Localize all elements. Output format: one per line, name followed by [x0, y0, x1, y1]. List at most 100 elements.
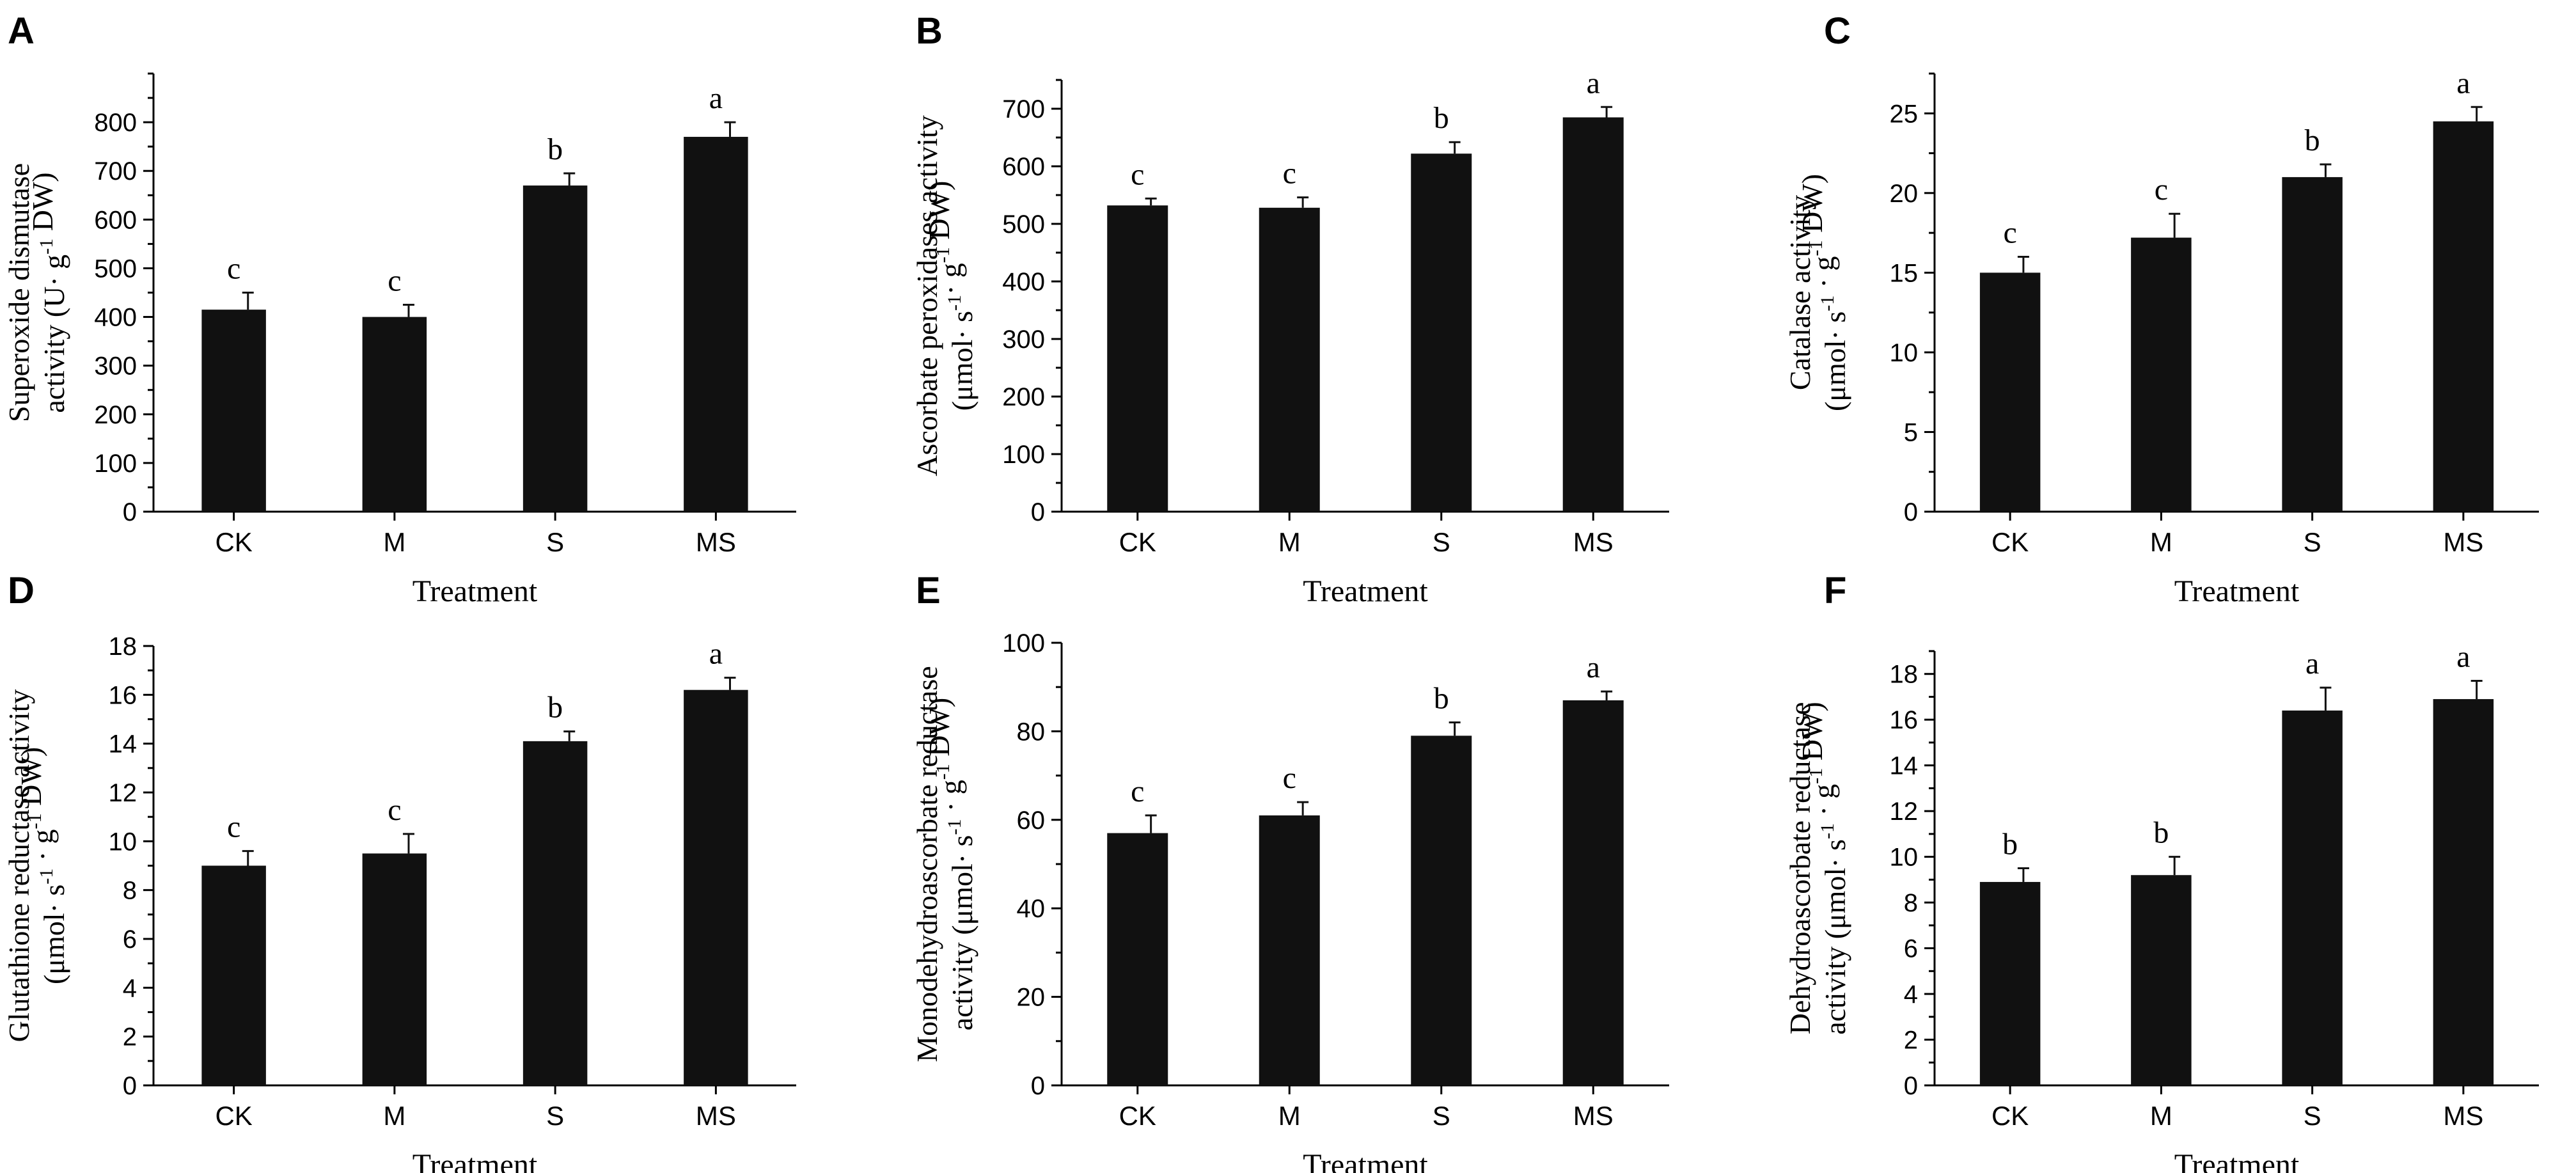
- bar-ms: [1562, 700, 1624, 1085]
- x-axis-title: Treatment: [412, 1148, 538, 1173]
- y-tick-label: 25: [1890, 100, 1919, 128]
- y-tick-label: 600: [94, 206, 137, 234]
- significance-label: c: [388, 264, 401, 298]
- x-tick-label: M: [2150, 527, 2172, 557]
- bar-ck: [1107, 833, 1168, 1085]
- y-tick-label: 300: [94, 352, 137, 381]
- panel-label: A: [8, 10, 35, 52]
- significance-label: a: [2456, 66, 2470, 100]
- significance-label: b: [547, 691, 563, 725]
- bar-m: [362, 317, 427, 512]
- superscript: -1: [1817, 295, 1838, 311]
- y-axis-title: activity (μmol· s-1 · g-1 DW): [923, 698, 978, 1031]
- bar-ms: [684, 136, 748, 512]
- panel-label: D: [8, 570, 35, 611]
- significance-label: a: [1587, 66, 1600, 100]
- y-tick-label: 400: [94, 304, 137, 332]
- y-tick-label: 700: [1002, 95, 1045, 123]
- significance-label: b: [1434, 101, 1449, 135]
- x-tick-label: MS: [1573, 1101, 1614, 1131]
- y-axis-title-segment: activity (μmol· s: [946, 835, 978, 1031]
- y-axis-title-segment: · g: [934, 780, 967, 819]
- significance-label: b: [2153, 816, 2169, 850]
- y-axis-title: Monodehydroascorbate reductase: [911, 666, 943, 1062]
- bar-m: [1259, 207, 1320, 512]
- y-tick-label: 800: [94, 109, 137, 137]
- x-tick-label: M: [383, 1101, 405, 1131]
- x-axis-title: Treatment: [412, 574, 538, 608]
- y-tick-label: 4: [1904, 980, 1918, 1009]
- x-tick-label: MS: [2443, 1101, 2483, 1131]
- y-tick-label: 20: [1890, 180, 1919, 208]
- y-tick-label: 100: [1002, 441, 1045, 469]
- y-axis-title-segment: · g: [26, 829, 59, 868]
- bar-ck: [201, 310, 266, 512]
- x-tick-label: S: [546, 527, 564, 557]
- significance-label: a: [709, 81, 723, 115]
- y-axis-title-segment: (μmol· s: [38, 885, 70, 984]
- y-tick-label: 80: [1017, 718, 1046, 746]
- x-tick-label: S: [1433, 1101, 1450, 1131]
- bar-ck: [1979, 272, 2041, 512]
- y-axis-title: activity (μmol· s-1 · g-1 DW): [1796, 702, 1851, 1035]
- significance-label: a: [2305, 647, 2319, 681]
- bar-s: [522, 741, 588, 1085]
- chart-panel-f: F 0 2 4 6 8 10 12 14 16 18 b CK b Ma Sa MS Treatment Dehyd…: [1784, 570, 2539, 1173]
- significance-label: c: [1131, 157, 1144, 191]
- bar-ck: [201, 865, 266, 1085]
- y-axis-title-segment: Ascorbate peroxidases activity: [911, 115, 943, 476]
- y-tick-label: 0: [1904, 498, 1918, 526]
- bar-s: [2282, 710, 2343, 1085]
- y-tick-label: 20: [1017, 984, 1046, 1012]
- y-axis-title: Catalase activity: [1784, 195, 1816, 390]
- y-tick-label: 500: [1002, 210, 1045, 239]
- y-tick-label: 12: [109, 779, 137, 807]
- chart-panel-b: B 0 100 200 300 400 500 600 700 c CK c Mb Sa MS Treatme…: [911, 10, 1669, 608]
- y-axis-title-segment: Superoxide dismutase: [3, 163, 35, 422]
- y-tick-label: 16: [109, 681, 137, 709]
- panel-label: B: [916, 10, 943, 52]
- superscript: -1: [932, 764, 954, 780]
- significance-label: b: [1434, 682, 1449, 716]
- y-axis-title: activity (U· g-1 DW): [26, 172, 70, 413]
- x-tick-label: S: [546, 1101, 564, 1131]
- y-tick-label: 16: [1890, 706, 1919, 734]
- y-axis-title-segment: · g: [1807, 256, 1840, 295]
- y-tick-label: 18: [1890, 661, 1919, 689]
- superscript: -1: [944, 819, 965, 835]
- bar-ck: [1979, 881, 2041, 1085]
- y-tick-label: 10: [1890, 844, 1919, 872]
- y-axis-title-segment: DW): [1796, 702, 1828, 768]
- significance-label: b: [547, 132, 563, 166]
- y-axis-title-segment: activity (μmol· s: [1819, 839, 1851, 1035]
- superscript: -1: [1805, 768, 1826, 784]
- x-tick-label: MS: [1573, 527, 1614, 557]
- superscript: -1: [932, 247, 954, 263]
- bar-s: [1411, 736, 1472, 1085]
- y-axis-title: Glutathione reductase activity: [3, 689, 35, 1043]
- panel-label: C: [1824, 10, 1851, 52]
- y-tick-label: 0: [123, 1072, 137, 1100]
- y-axis-title-segment: · g: [1807, 784, 1840, 823]
- bar-m: [2131, 875, 2192, 1085]
- bar-s: [522, 185, 588, 512]
- y-axis-title: (μmol· s-1· g-1 DW): [923, 181, 978, 411]
- significance-label: a: [1587, 650, 1600, 684]
- y-tick-label: 100: [94, 450, 137, 478]
- bar-m: [362, 853, 427, 1085]
- bar-m: [1259, 815, 1320, 1085]
- x-tick-label: CK: [1991, 527, 2029, 557]
- chart-panel-d: D 0 2 4 6 8 10 12 14 16 18 c CK c Mb Sa MS Treatment Gluta…: [3, 570, 796, 1173]
- y-tick-label: 10: [109, 828, 137, 856]
- bar-ms: [1562, 117, 1624, 512]
- x-tick-label: S: [2304, 1101, 2321, 1131]
- x-tick-label: M: [1278, 1101, 1301, 1131]
- superscript: -1: [24, 813, 45, 829]
- y-tick-label: 12: [1890, 798, 1919, 826]
- bar-m: [2131, 237, 2192, 512]
- y-axis-title-segment: DW): [15, 747, 47, 813]
- x-tick-label: S: [2304, 527, 2321, 557]
- y-axis-title-segment: Dehydroascorbate reductase: [1784, 702, 1816, 1035]
- x-tick-label: M: [383, 527, 405, 557]
